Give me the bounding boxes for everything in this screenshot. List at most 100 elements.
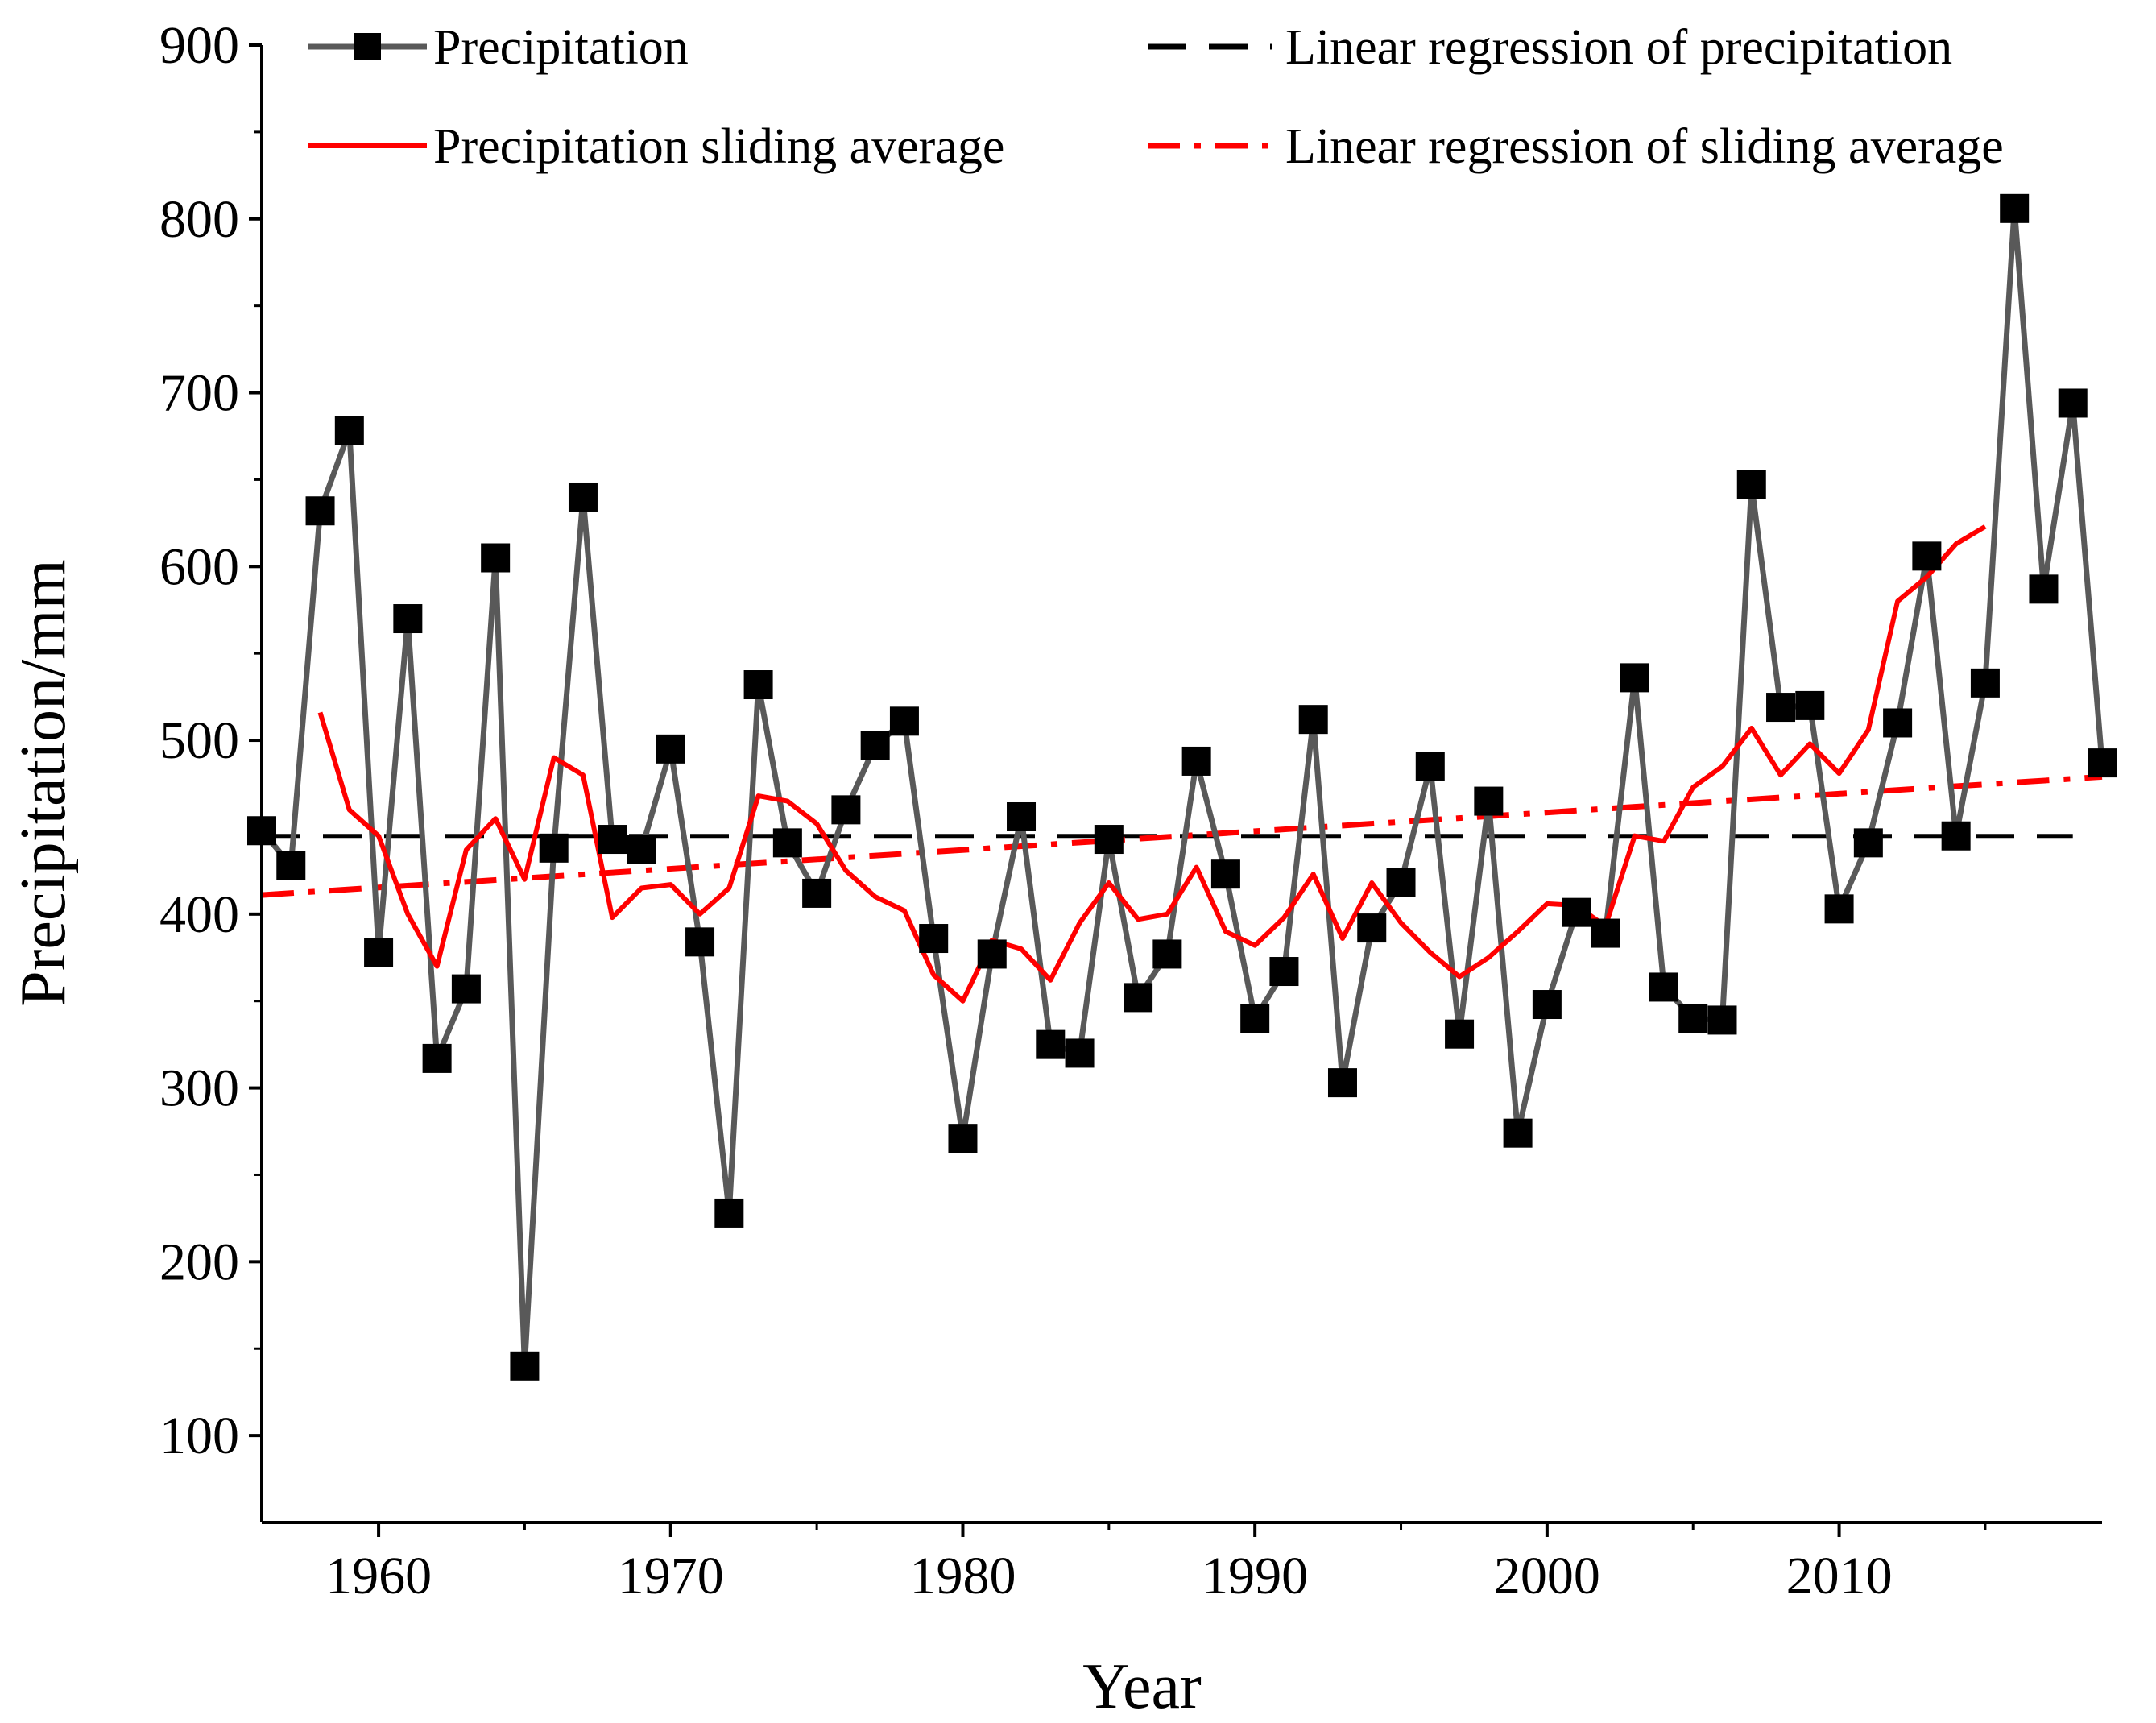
precipitation-point-1966 — [539, 833, 569, 863]
y-ticks: 100 200 300 400 500 600 700 800 900 — [159, 16, 262, 1465]
precipitation-point-1987 — [1152, 939, 1182, 969]
x-ticks: 1960 1970 1980 1990 2000 2010 — [325, 1522, 1987, 1605]
precipitation-point-1980 — [948, 1124, 978, 1153]
precipitation-point-2005 — [1678, 1004, 1708, 1033]
precipitation-point-1975 — [802, 878, 832, 908]
legend-item-linear-regression-sliding: Linear regression of sliding average — [1148, 119, 2004, 174]
precipitation-point-2010 — [1824, 894, 1854, 924]
precipitation-point-2003 — [1620, 663, 1649, 693]
precipitation-point-1997 — [1445, 1019, 1475, 1049]
plot-area — [247, 193, 2117, 1381]
precipitation-point-1961 — [393, 604, 423, 634]
precipitation-point-1972 — [714, 1198, 744, 1228]
precipitation-point-2004 — [1649, 972, 1678, 1002]
precipitation-point-1969 — [627, 835, 656, 864]
precipitation-point-1985 — [1094, 825, 1124, 855]
precipitation-point-1970 — [656, 734, 685, 764]
precipitation-point-1988 — [1181, 746, 1211, 776]
precipitation-markers — [247, 193, 2117, 1381]
precipitation-point-1999 — [1503, 1118, 1533, 1148]
precipitation-point-2013 — [1912, 541, 1942, 571]
y-axis-title: Precipitation/mm — [8, 559, 79, 1006]
precipitation-point-1960 — [364, 938, 394, 967]
precipitation-point-1994 — [1357, 913, 1387, 943]
y-tick-label-700: 700 — [159, 364, 239, 423]
x-axis-title: Year — [1082, 1651, 1201, 1722]
linear-regression-sliding-average-line — [261, 773, 2103, 898]
precipitation-point-2017 — [2029, 574, 2059, 604]
precipitation-point-1971 — [685, 927, 715, 957]
legend-label-linear-regression-precipitation: Linear regression of precipitation — [1285, 20, 1952, 75]
x-tick-label-1980: 1980 — [909, 1547, 1016, 1605]
y-tick-label-300: 300 — [159, 1059, 239, 1118]
x-tick-label-2010: 2010 — [1786, 1547, 1893, 1605]
precipitation-point-2014 — [1941, 821, 1971, 851]
legend-item-sliding-average: Precipitation sliding average — [308, 119, 1004, 174]
precipitation-point-2002 — [1591, 918, 1620, 948]
precipitation-point-1981 — [977, 939, 1007, 969]
y-tick-label-200: 200 — [159, 1232, 239, 1291]
precipitation-point-1978 — [889, 706, 919, 736]
sliding-average-line — [317, 524, 1987, 1004]
legend-label-precipitation: Precipitation — [433, 20, 689, 75]
legend-marker-precipitation — [354, 33, 381, 60]
precipitation-point-1998 — [1474, 786, 1504, 816]
precipitation-point-1990 — [1240, 1004, 1270, 1033]
precipitation-line — [259, 205, 2105, 1369]
precipitation-point-1995 — [1386, 868, 1416, 897]
y-tick-label-500: 500 — [159, 711, 239, 770]
precipitation-point-2011 — [1853, 828, 1883, 858]
legend-item-precipitation: Precipitation — [308, 20, 689, 75]
y-tick-label-600: 600 — [159, 537, 239, 596]
series-lines — [259, 205, 2105, 1369]
regression-lines — [261, 773, 2103, 898]
precipitation-point-2001 — [1562, 897, 1591, 927]
precipitation-point-2000 — [1532, 990, 1562, 1020]
precipitation-point-1964 — [481, 543, 511, 573]
precipitation-point-2015 — [1970, 668, 2000, 698]
precipitation-point-1974 — [772, 828, 802, 858]
precipitation-point-1979 — [919, 924, 949, 954]
precipitation-point-1991 — [1269, 957, 1299, 987]
precipitation-point-1986 — [1124, 983, 1153, 1013]
precipitation-point-2012 — [1883, 708, 1913, 738]
precipitation-point-1962 — [422, 1043, 452, 1073]
legend-label-sliding-average: Precipitation sliding average — [433, 119, 1004, 174]
precipitation-point-2006 — [1707, 1005, 1737, 1035]
precipitation-point-1993 — [1327, 1068, 1357, 1098]
legend-label-linear-regression-sliding: Linear regression of sliding average — [1285, 119, 2004, 174]
precipitation-point-1976 — [831, 795, 861, 825]
y-tick-label-100: 100 — [159, 1406, 239, 1465]
y-tick-label-900: 900 — [159, 16, 239, 75]
precipitation-point-1984 — [1065, 1038, 1095, 1068]
precipitation-point-1977 — [860, 731, 890, 760]
precipitation-point-1963 — [451, 974, 481, 1004]
x-tick-label-1970: 1970 — [618, 1547, 724, 1605]
precipitation-point-1992 — [1298, 705, 1328, 735]
precipitation-point-1967 — [568, 482, 598, 512]
precipitation-point-1968 — [598, 825, 627, 855]
axes: 100 200 300 400 500 600 700 800 900 1960 1970 1980… — [159, 16, 2102, 1605]
legend-item-linear-regression-precipitation: Linear regression of precipitation — [1148, 20, 1952, 75]
precipitation-point-1965 — [510, 1351, 540, 1381]
precipitation-point-1983 — [1036, 1029, 1066, 1059]
x-tick-label-2000: 2000 — [1494, 1547, 1600, 1605]
precipitation-point-1982 — [1007, 801, 1037, 831]
x-tick-label-1990: 1990 — [1202, 1547, 1308, 1605]
precipitation-point-1989 — [1210, 859, 1240, 889]
precipitation-point-2007 — [1736, 470, 1766, 499]
precipitation-point-2016 — [2000, 193, 2030, 223]
precipitation-point-1996 — [1415, 752, 1445, 781]
precipitation-point-2009 — [1795, 690, 1825, 720]
y-tick-label-400: 400 — [159, 885, 239, 944]
precipitation-point-2019 — [2088, 748, 2117, 778]
precipitation-point-1973 — [743, 670, 773, 700]
precipitation-point-1957 — [276, 851, 306, 880]
precipitation-point-2008 — [1766, 693, 1796, 723]
x-tick-label-1960: 1960 — [325, 1547, 432, 1605]
precipitation-point-1959 — [334, 416, 364, 445]
precipitation-point-1958 — [305, 496, 335, 526]
y-tick-label-800: 800 — [159, 190, 239, 249]
legend: Precipitation Precipitation sliding aver… — [308, 20, 2004, 174]
